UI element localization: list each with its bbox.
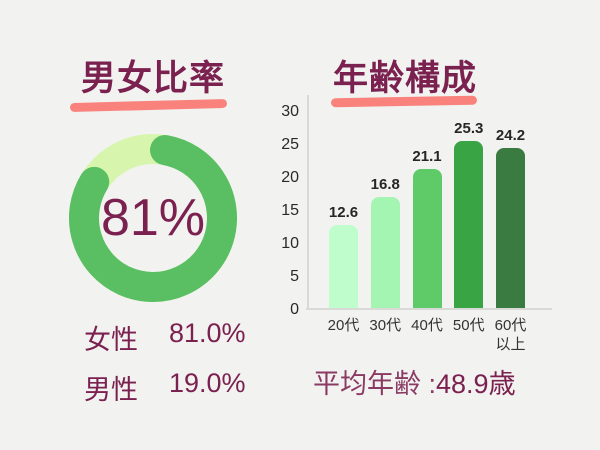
female-label: 女性: [84, 325, 138, 355]
age-bar-chart: 0 5 10 15 20 25 30 12.6 20代 16.8 30代 21.1 40代 25.3 50代…: [281, 95, 552, 353]
bar-value-label: 24.2: [495, 127, 526, 145]
bar-value-label: 25.3: [454, 120, 484, 138]
male-label: 男性: [84, 375, 138, 405]
bar-30代: [370, 197, 400, 308]
female-value: 81.0%: [169, 318, 246, 348]
x-axis-label: 40代: [411, 317, 443, 334]
x-axis-line: [306, 308, 552, 310]
bar-60代以上: [496, 148, 525, 308]
legend-row-female: 女性 81.0%: [84, 318, 246, 357]
y-axis-tick-25: 25: [281, 136, 299, 153]
legend-row-male: 男性 19.0%: [84, 368, 246, 407]
gender-legend: 女性 81.0% 男性 19.0%: [84, 318, 246, 418]
x-axis-label: 60代 以上: [494, 317, 527, 353]
bar-value-label: 12.6: [328, 203, 359, 221]
age-composition-title: 年齢構成: [332, 59, 477, 98]
bar-value-label: 16.8: [370, 176, 400, 194]
y-axis-line: [307, 95, 309, 310]
x-axis-label: 50代: [452, 317, 485, 334]
y-axis-tick-0: 0: [290, 301, 299, 318]
y-axis-tick-15: 15: [281, 202, 299, 219]
donut-slice-female: [69, 135, 237, 302]
average-age-value: 48.9歳: [436, 369, 516, 399]
y-axis-tick-20: 20: [281, 169, 299, 186]
gender-ratio-title: 男女比率: [80, 59, 225, 98]
y-axis-tick-30: 30: [281, 103, 299, 120]
donut-center-label: 81%: [100, 189, 206, 247]
male-value: 19.0%: [169, 368, 246, 398]
bar-20代: [329, 224, 358, 308]
x-axis-label: 20代: [327, 317, 360, 334]
average-age-text: 平均年齢 :48.9歳: [313, 362, 516, 401]
y-axis-tick-5: 5: [290, 268, 299, 285]
average-age-label: 平均年齢 :: [313, 369, 437, 399]
gender-donut-chart: 81%: [69, 134, 237, 302]
bar-40代: [412, 168, 442, 308]
bar-50代: [454, 141, 484, 308]
y-axis-tick-10: 10: [281, 235, 299, 252]
x-axis-label: 30代: [369, 317, 402, 334]
bar-value-label: 21.1: [412, 147, 442, 165]
donut-ring: [69, 134, 237, 302]
